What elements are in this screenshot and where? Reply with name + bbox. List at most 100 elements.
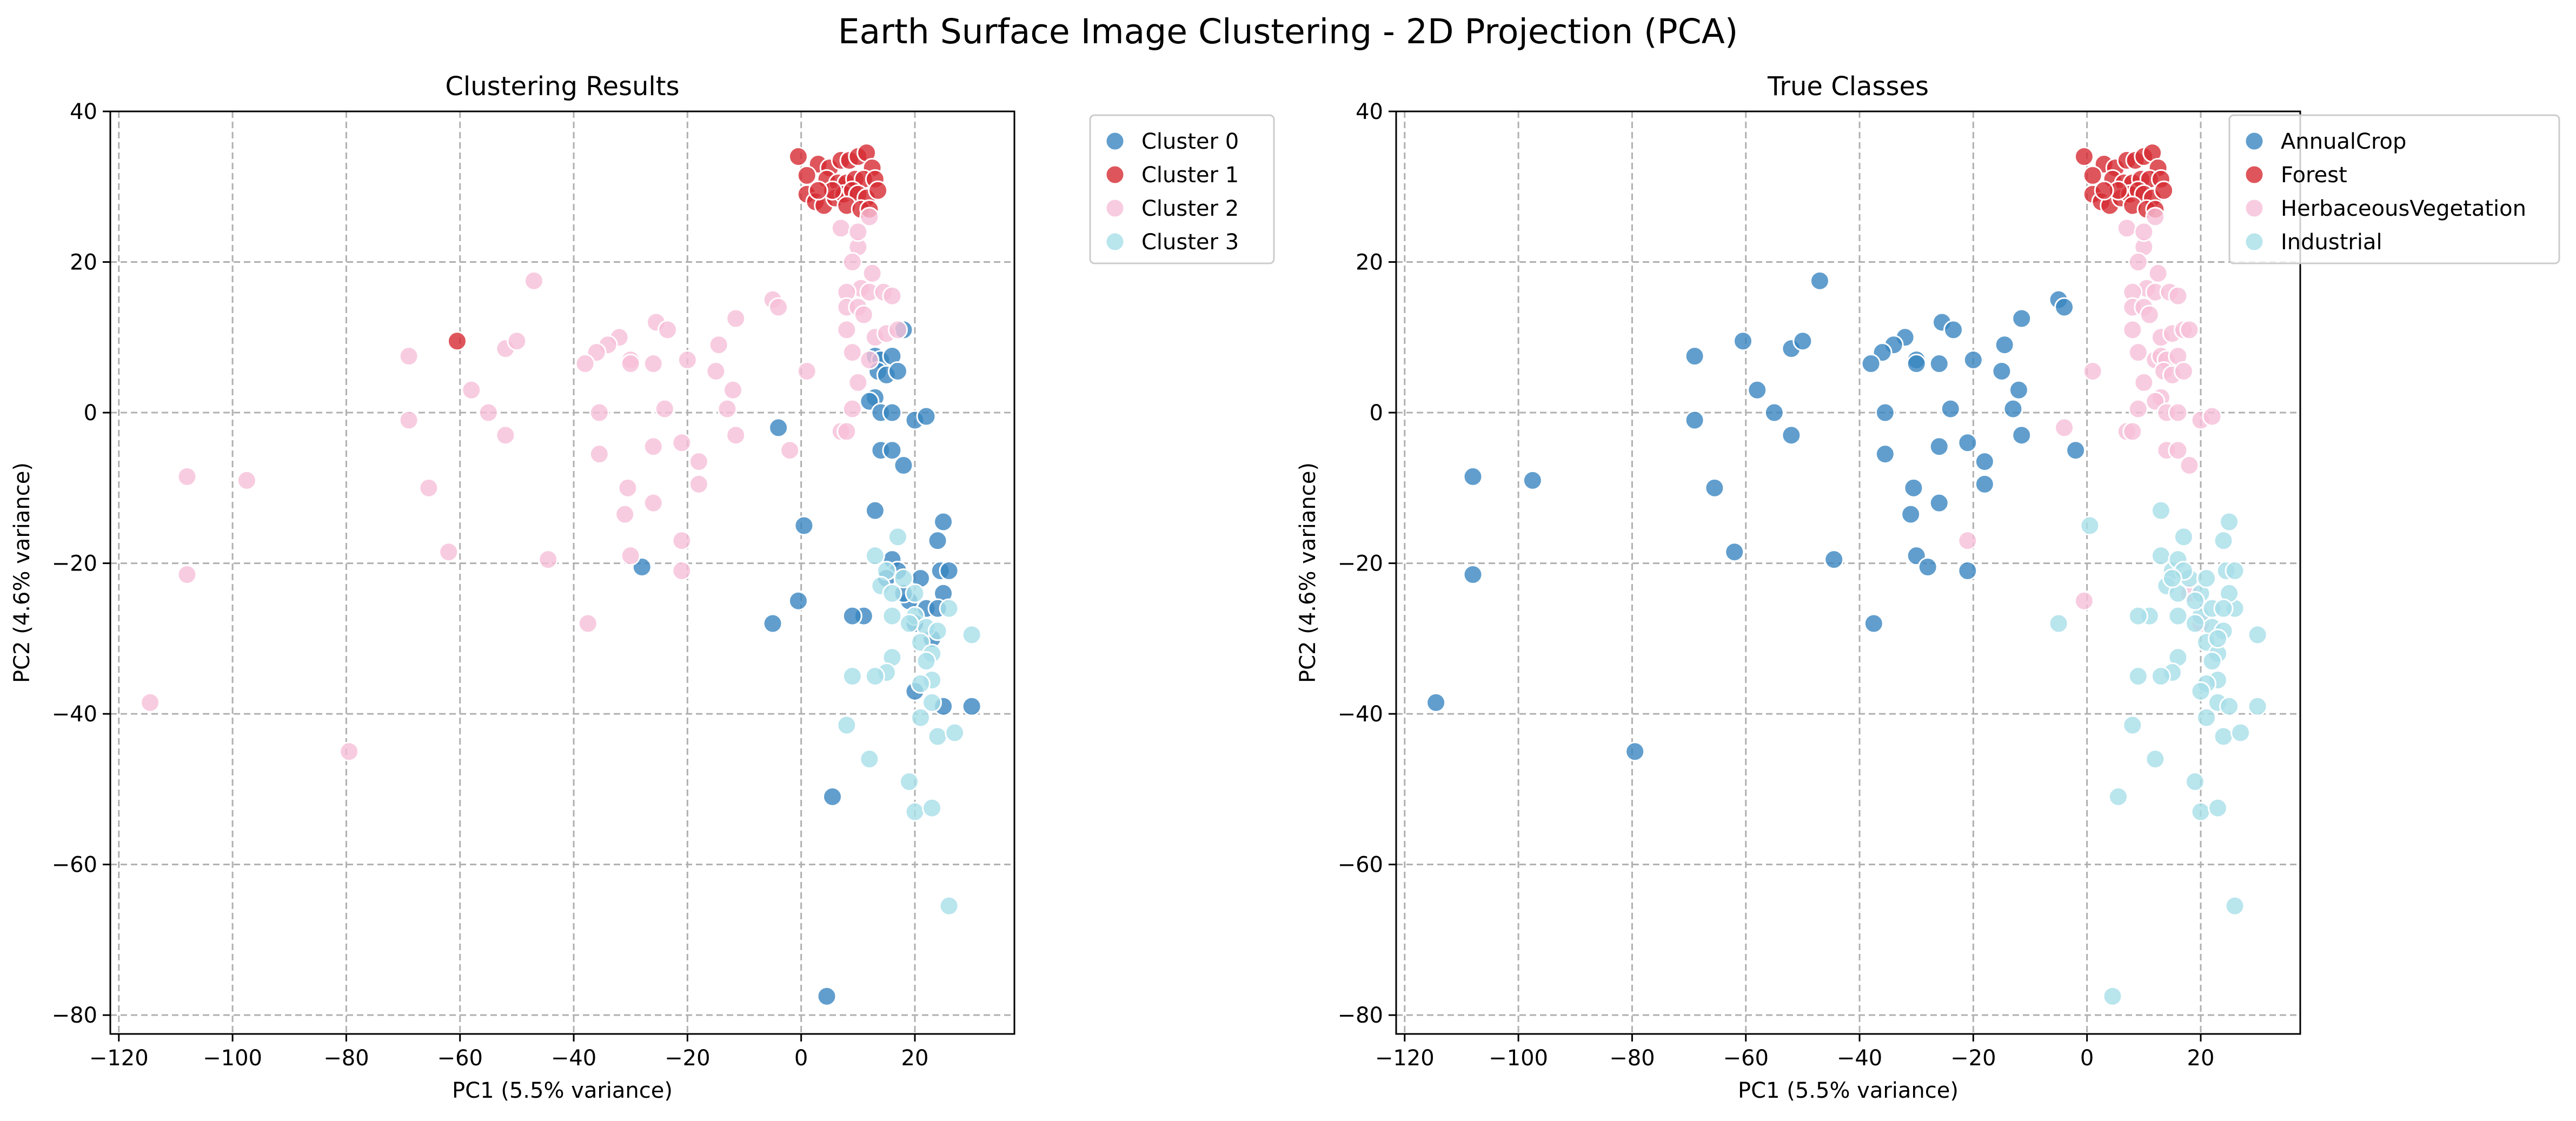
series-industrial [2048, 500, 2268, 1006]
figure-title: Earth Surface Image Clustering - 2D Proj… [838, 12, 1738, 51]
legend-frame [2228, 114, 2560, 264]
series-cluster-3 [836, 527, 982, 916]
data-point [495, 425, 516, 446]
x-tick-label: −120 [1375, 1046, 1435, 1071]
x-tick-label: −60 [437, 1046, 483, 1071]
data-point [899, 613, 919, 634]
legend-marker [2244, 164, 2265, 185]
x-tick-label: 0 [2080, 1046, 2094, 1071]
data-point [933, 512, 954, 532]
data-point [2168, 286, 2188, 306]
data-point [1792, 331, 1813, 351]
data-point [859, 350, 880, 370]
legend-frame [1089, 114, 1275, 264]
data-point [2048, 613, 2069, 634]
data-point [2094, 180, 2114, 201]
data-point [1903, 477, 1924, 498]
data-point [672, 530, 692, 551]
data-point [717, 399, 738, 419]
y-tick-label: −80 [1338, 1003, 1383, 1028]
data-point [842, 252, 862, 273]
data-point [768, 297, 789, 317]
data-point [2202, 651, 2222, 672]
data-point [726, 425, 746, 446]
data-point [708, 335, 729, 355]
y-tick-label: −60 [1338, 853, 1383, 878]
data-point [1929, 436, 1949, 457]
data-point [575, 354, 595, 374]
data-point [654, 399, 675, 419]
data-point [927, 530, 948, 551]
data-point [939, 598, 959, 619]
data-point [2128, 399, 2148, 419]
legend-marker [2244, 198, 2265, 218]
data-point [2128, 666, 2148, 686]
data-point [2150, 666, 2171, 686]
x-tick-label: −40 [1837, 1046, 1882, 1071]
data-point [2190, 801, 2211, 822]
data-point [905, 583, 925, 603]
data-point [658, 320, 678, 340]
data-point [1684, 410, 1705, 430]
series-forest [2074, 143, 2174, 220]
panel-title: Clustering Results [445, 71, 679, 102]
data-point [794, 515, 814, 536]
x-axis-title: PC1 (5.5% variance) [1738, 1078, 1958, 1103]
data-point [1747, 380, 1768, 400]
y-tick-label: 20 [1356, 250, 1383, 275]
data-point [2128, 342, 2148, 363]
data-point [910, 707, 931, 728]
data-point [1824, 549, 1844, 570]
data-point [868, 180, 888, 201]
data-point [1875, 444, 1895, 465]
y-tick-label: 40 [70, 100, 97, 124]
data-point [2066, 440, 2086, 461]
series-annualcrop [1426, 270, 2086, 762]
data-point [706, 361, 726, 381]
legend-label: Cluster 0 [1141, 129, 1239, 154]
data-point [236, 470, 257, 490]
data-point [1732, 331, 1753, 351]
x-tick-label: −20 [665, 1046, 710, 1071]
data-point [618, 477, 638, 498]
data-point [822, 786, 842, 807]
data-point [788, 147, 808, 167]
data-point [816, 986, 837, 1006]
data-point [961, 625, 982, 645]
data-point [2179, 455, 2200, 476]
data-point [643, 436, 663, 457]
data-point [2080, 515, 2100, 536]
data-point [419, 477, 439, 498]
data-point [2208, 798, 2228, 818]
data-point [1991, 361, 2012, 381]
data-point [1463, 564, 1483, 585]
plot-frame [109, 110, 1015, 1035]
data-point [447, 331, 467, 351]
data-point [882, 606, 902, 626]
legend: AnnualCrop Forest HerbaceousVegetation Indu… [2228, 114, 2560, 264]
data-point [2082, 361, 2103, 381]
data-point [1764, 402, 1784, 423]
data-point [478, 402, 499, 423]
panel-title: True Classes [1767, 71, 1929, 102]
data-point [2185, 591, 2205, 611]
data-point [2202, 406, 2222, 427]
legend-label: Forest [2281, 163, 2347, 188]
data-point [1974, 452, 1995, 472]
data-point [2190, 681, 2211, 701]
x-tick-label: −40 [551, 1046, 596, 1071]
legend-label: Cluster 3 [1141, 230, 1239, 255]
data-point [882, 402, 902, 423]
data-point [1929, 493, 1949, 513]
data-point [1522, 470, 1543, 490]
data-point [945, 722, 965, 743]
y-tick-label: 0 [84, 401, 97, 426]
data-point [842, 399, 862, 419]
data-point [842, 666, 862, 686]
data-point [1625, 741, 1645, 762]
data-point [1906, 354, 1927, 374]
panel-clustering-results: −120 −100 −80 −60 −40 −20 0 20 −80 −60 −40 −20 0 20 40… [10, 71, 1275, 1103]
data-point [865, 500, 885, 521]
data-point [2074, 147, 2094, 167]
